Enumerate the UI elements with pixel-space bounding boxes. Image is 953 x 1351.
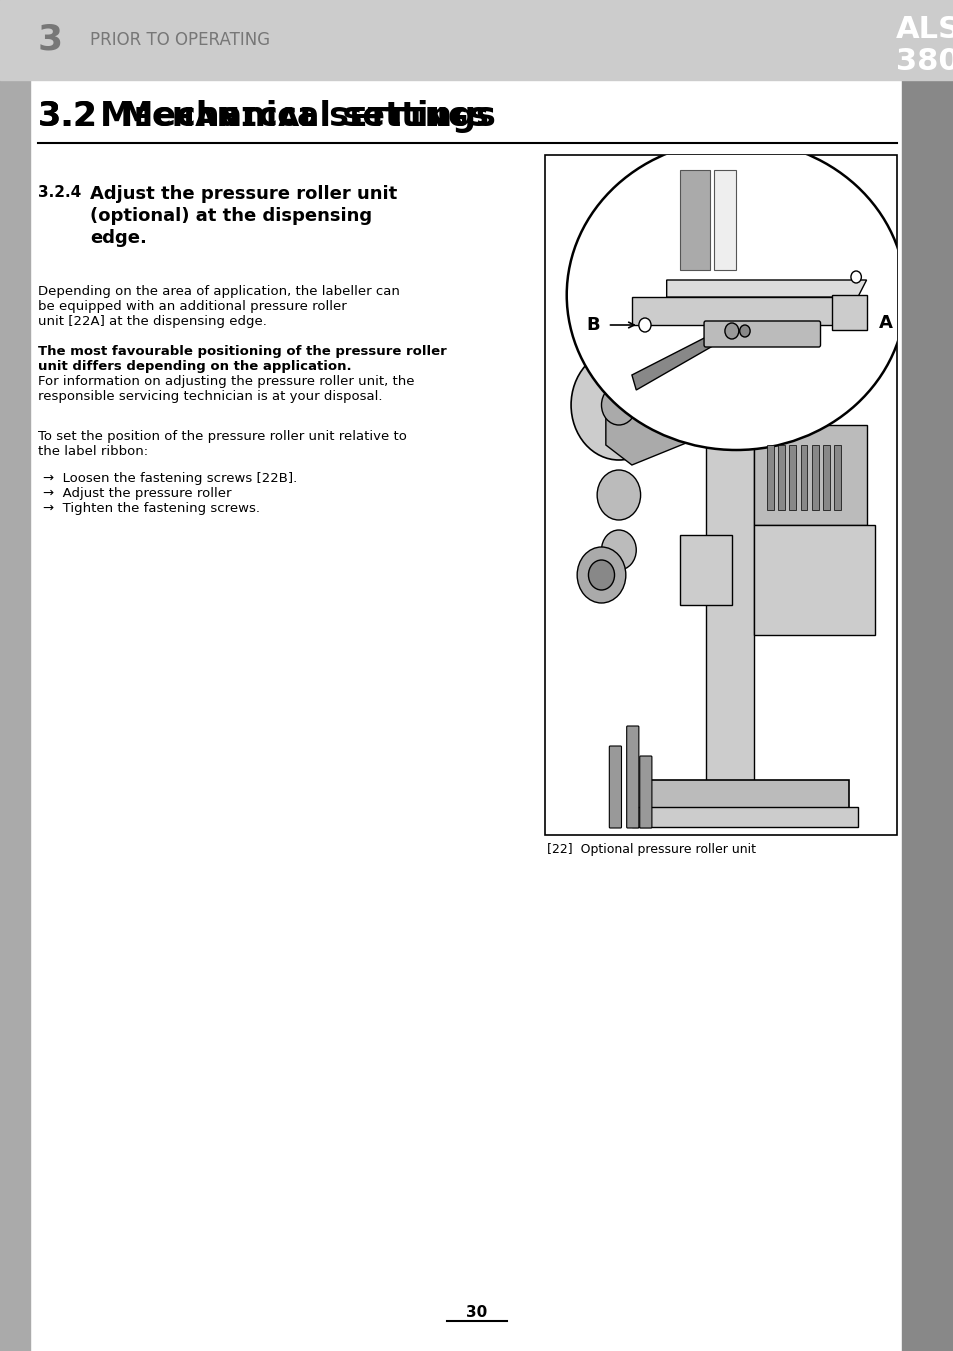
- Bar: [766, 444, 773, 509]
- Text: Adjust the pressure roller unit: Adjust the pressure roller unit: [90, 185, 396, 203]
- Text: PRIOR TO OPERATING: PRIOR TO OPERATING: [90, 31, 270, 49]
- Circle shape: [600, 530, 636, 570]
- FancyBboxPatch shape: [631, 297, 840, 326]
- Polygon shape: [605, 376, 705, 465]
- Bar: [788, 444, 796, 509]
- Text: →  Adjust the pressure roller: → Adjust the pressure roller: [43, 486, 232, 500]
- Text: To set the position of the pressure roller unit relative to: To set the position of the pressure roll…: [38, 430, 406, 443]
- Circle shape: [850, 272, 861, 282]
- Text: 3.2  Mechanical settings: 3.2 Mechanical settings: [38, 100, 496, 132]
- Polygon shape: [666, 280, 865, 297]
- FancyBboxPatch shape: [831, 295, 865, 330]
- Bar: [679, 170, 709, 270]
- Bar: [777, 444, 784, 509]
- Bar: [800, 444, 806, 509]
- Circle shape: [600, 385, 636, 426]
- Text: A: A: [878, 313, 892, 332]
- Text: the label ribbon:: the label ribbon:: [38, 444, 148, 458]
- FancyBboxPatch shape: [649, 780, 848, 815]
- Polygon shape: [631, 335, 714, 390]
- Text: 3.2: 3.2: [38, 100, 97, 132]
- Text: responsible servicing technician is at your disposal.: responsible servicing technician is at y…: [38, 390, 382, 403]
- Circle shape: [639, 317, 650, 332]
- Text: 3: 3: [38, 23, 63, 57]
- Text: B: B: [585, 316, 599, 334]
- FancyBboxPatch shape: [679, 535, 731, 605]
- Bar: [705, 435, 753, 815]
- Circle shape: [597, 470, 639, 520]
- Text: [22]  Optional pressure roller unit: [22] Optional pressure roller unit: [546, 843, 755, 857]
- Bar: [811, 444, 818, 509]
- Bar: [822, 444, 829, 509]
- Bar: [714, 170, 736, 270]
- FancyBboxPatch shape: [609, 746, 620, 828]
- Bar: [901, 0, 953, 1351]
- Text: 3.2.4: 3.2.4: [38, 185, 81, 200]
- Text: (optional) at the dispensing: (optional) at the dispensing: [90, 207, 372, 226]
- Text: For information on adjusting the pressure roller unit, the: For information on adjusting the pressur…: [38, 376, 414, 388]
- Text: 30: 30: [466, 1305, 487, 1320]
- Circle shape: [577, 547, 625, 603]
- Text: The most favourable positioning of the pressure roller: The most favourable positioning of the p…: [38, 345, 446, 358]
- Circle shape: [571, 350, 666, 459]
- Bar: [0, 0, 953, 80]
- Bar: [834, 444, 841, 509]
- Circle shape: [588, 561, 614, 590]
- FancyBboxPatch shape: [753, 526, 874, 635]
- Text: unit differs depending on the application.: unit differs depending on the applicatio…: [38, 359, 352, 373]
- Text: Mᴇᴄʜᴀɴɪᴄᴀʟ ѕᴇᴛᴛɪɴɢѕ: Mᴇᴄʜᴀɴɪᴄᴀʟ ѕᴇᴛᴛɪɴɢѕ: [100, 100, 488, 132]
- FancyBboxPatch shape: [639, 757, 651, 828]
- Text: unit [22A] at the dispensing edge.: unit [22A] at the dispensing edge.: [38, 315, 267, 328]
- Text: be equipped with an additional pressure roller: be equipped with an additional pressure …: [38, 300, 346, 313]
- Circle shape: [739, 326, 749, 336]
- Text: ALS: ALS: [895, 15, 953, 45]
- Bar: [544, 155, 896, 835]
- FancyBboxPatch shape: [703, 322, 820, 347]
- Circle shape: [724, 323, 738, 339]
- Text: Depending on the area of application, the labeller can: Depending on the area of application, th…: [38, 285, 399, 299]
- Text: 380: 380: [895, 47, 953, 77]
- Text: →  Tighten the fastening screws.: → Tighten the fastening screws.: [43, 503, 260, 515]
- Text: →  Loosen the fastening screws [22B].: → Loosen the fastening screws [22B].: [43, 471, 297, 485]
- FancyBboxPatch shape: [753, 426, 865, 526]
- Bar: [0, 0, 30, 1351]
- FancyBboxPatch shape: [626, 725, 639, 828]
- FancyBboxPatch shape: [631, 807, 857, 827]
- Text: edge.: edge.: [90, 230, 147, 247]
- Ellipse shape: [566, 141, 904, 450]
